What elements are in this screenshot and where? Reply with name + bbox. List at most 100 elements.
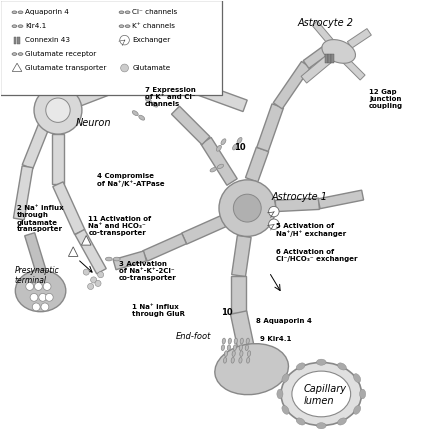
Text: 9 Kir4.1: 9 Kir4.1 [260, 336, 292, 342]
Polygon shape [6, 21, 28, 56]
Polygon shape [81, 236, 91, 245]
Ellipse shape [119, 11, 124, 14]
Ellipse shape [317, 423, 326, 429]
Text: 12 Gap
junction
coupling: 12 Gap junction coupling [369, 89, 403, 110]
Ellipse shape [360, 389, 366, 399]
Polygon shape [232, 235, 251, 276]
Ellipse shape [222, 338, 226, 344]
Text: Capillary
lumen: Capillary lumen [304, 385, 347, 406]
Polygon shape [73, 74, 134, 107]
Text: 3 Activation
of Na⁺-K⁺-2Cl⁻
co-transporter: 3 Activation of Na⁺-K⁺-2Cl⁻ co-transport… [119, 261, 177, 281]
Text: 10: 10 [234, 143, 246, 152]
Ellipse shape [106, 257, 112, 261]
Polygon shape [52, 134, 64, 184]
Ellipse shape [224, 351, 228, 357]
Polygon shape [195, 83, 247, 112]
Ellipse shape [152, 102, 158, 107]
Ellipse shape [245, 345, 248, 350]
Text: Neuron: Neuron [75, 118, 111, 128]
Polygon shape [131, 74, 198, 95]
Ellipse shape [46, 98, 70, 122]
Ellipse shape [292, 371, 351, 417]
Ellipse shape [227, 345, 230, 350]
Ellipse shape [228, 338, 231, 344]
Text: Astrocyte 1: Astrocyte 1 [271, 192, 327, 202]
Polygon shape [182, 215, 226, 244]
Polygon shape [273, 61, 311, 109]
Polygon shape [301, 55, 333, 83]
Circle shape [41, 303, 49, 311]
Bar [14, 37, 16, 44]
Text: Glutamate receptor: Glutamate receptor [25, 51, 96, 57]
Ellipse shape [282, 406, 289, 414]
Ellipse shape [219, 180, 276, 237]
Text: End-foot: End-foot [176, 332, 211, 341]
Ellipse shape [18, 11, 23, 14]
Ellipse shape [239, 357, 242, 363]
Circle shape [26, 283, 34, 290]
Polygon shape [12, 63, 22, 71]
Ellipse shape [221, 139, 226, 145]
Text: K⁺ channels: K⁺ channels [132, 23, 175, 29]
Ellipse shape [240, 351, 243, 357]
Bar [328, 53, 331, 63]
Circle shape [46, 293, 53, 301]
Polygon shape [230, 311, 255, 356]
Bar [325, 53, 328, 63]
Ellipse shape [281, 362, 361, 425]
Polygon shape [276, 198, 319, 212]
Ellipse shape [322, 39, 356, 63]
Circle shape [91, 277, 97, 283]
Circle shape [268, 219, 279, 230]
Circle shape [43, 283, 51, 290]
Text: Glutamate transporter: Glutamate transporter [25, 65, 107, 71]
Ellipse shape [247, 351, 251, 357]
Polygon shape [343, 58, 365, 80]
Text: 4 Compromise
of Na⁺/K⁺-ATPase: 4 Compromise of Na⁺/K⁺-ATPase [97, 173, 165, 187]
Circle shape [98, 272, 104, 278]
Ellipse shape [247, 357, 250, 363]
Polygon shape [347, 28, 371, 48]
Ellipse shape [119, 25, 124, 28]
Text: Astrocyte 2: Astrocyte 2 [297, 18, 353, 28]
Ellipse shape [132, 111, 138, 116]
Ellipse shape [338, 363, 346, 370]
Text: 2 Na⁺ influx
through
glutamate
transporter: 2 Na⁺ influx through glutamate transport… [17, 205, 63, 233]
Ellipse shape [12, 53, 17, 55]
Circle shape [95, 280, 101, 286]
Ellipse shape [145, 98, 151, 102]
Bar [18, 37, 20, 44]
Polygon shape [231, 276, 246, 313]
Ellipse shape [282, 374, 289, 382]
Ellipse shape [18, 53, 23, 55]
Polygon shape [22, 121, 50, 169]
Ellipse shape [353, 406, 360, 414]
Polygon shape [318, 190, 364, 208]
Circle shape [83, 269, 89, 275]
Text: Connexin 43: Connexin 43 [25, 37, 71, 43]
Ellipse shape [232, 351, 235, 357]
Circle shape [35, 283, 42, 290]
Text: 1 Na⁺ influx
through GluR: 1 Na⁺ influx through GluR [132, 304, 185, 317]
Polygon shape [245, 147, 268, 182]
Ellipse shape [165, 89, 171, 94]
Ellipse shape [353, 374, 360, 382]
Text: 5 Activation of
Na⁺/H⁺ exchanger: 5 Activation of Na⁺/H⁺ exchanger [276, 223, 346, 237]
FancyBboxPatch shape [0, 0, 223, 95]
Circle shape [32, 303, 40, 311]
Text: 8 Aquaporin 4: 8 Aquaporin 4 [256, 318, 312, 324]
Ellipse shape [239, 345, 242, 350]
Text: 11 Activation of
Na⁺ and HCO₃⁻
co-transporter: 11 Activation of Na⁺ and HCO₃⁻ co-transp… [88, 215, 152, 236]
Ellipse shape [125, 11, 130, 14]
Polygon shape [172, 106, 210, 145]
Ellipse shape [234, 338, 237, 344]
Text: 7 Expression
of K⁺ and Cl⁻
channels: 7 Expression of K⁺ and Cl⁻ channels [145, 87, 196, 107]
Polygon shape [143, 233, 187, 261]
Ellipse shape [240, 338, 244, 344]
Polygon shape [257, 104, 283, 152]
Polygon shape [303, 43, 333, 68]
Ellipse shape [233, 144, 237, 150]
Ellipse shape [34, 86, 82, 134]
Ellipse shape [223, 357, 226, 363]
Text: Glutamate: Glutamate [132, 65, 171, 71]
